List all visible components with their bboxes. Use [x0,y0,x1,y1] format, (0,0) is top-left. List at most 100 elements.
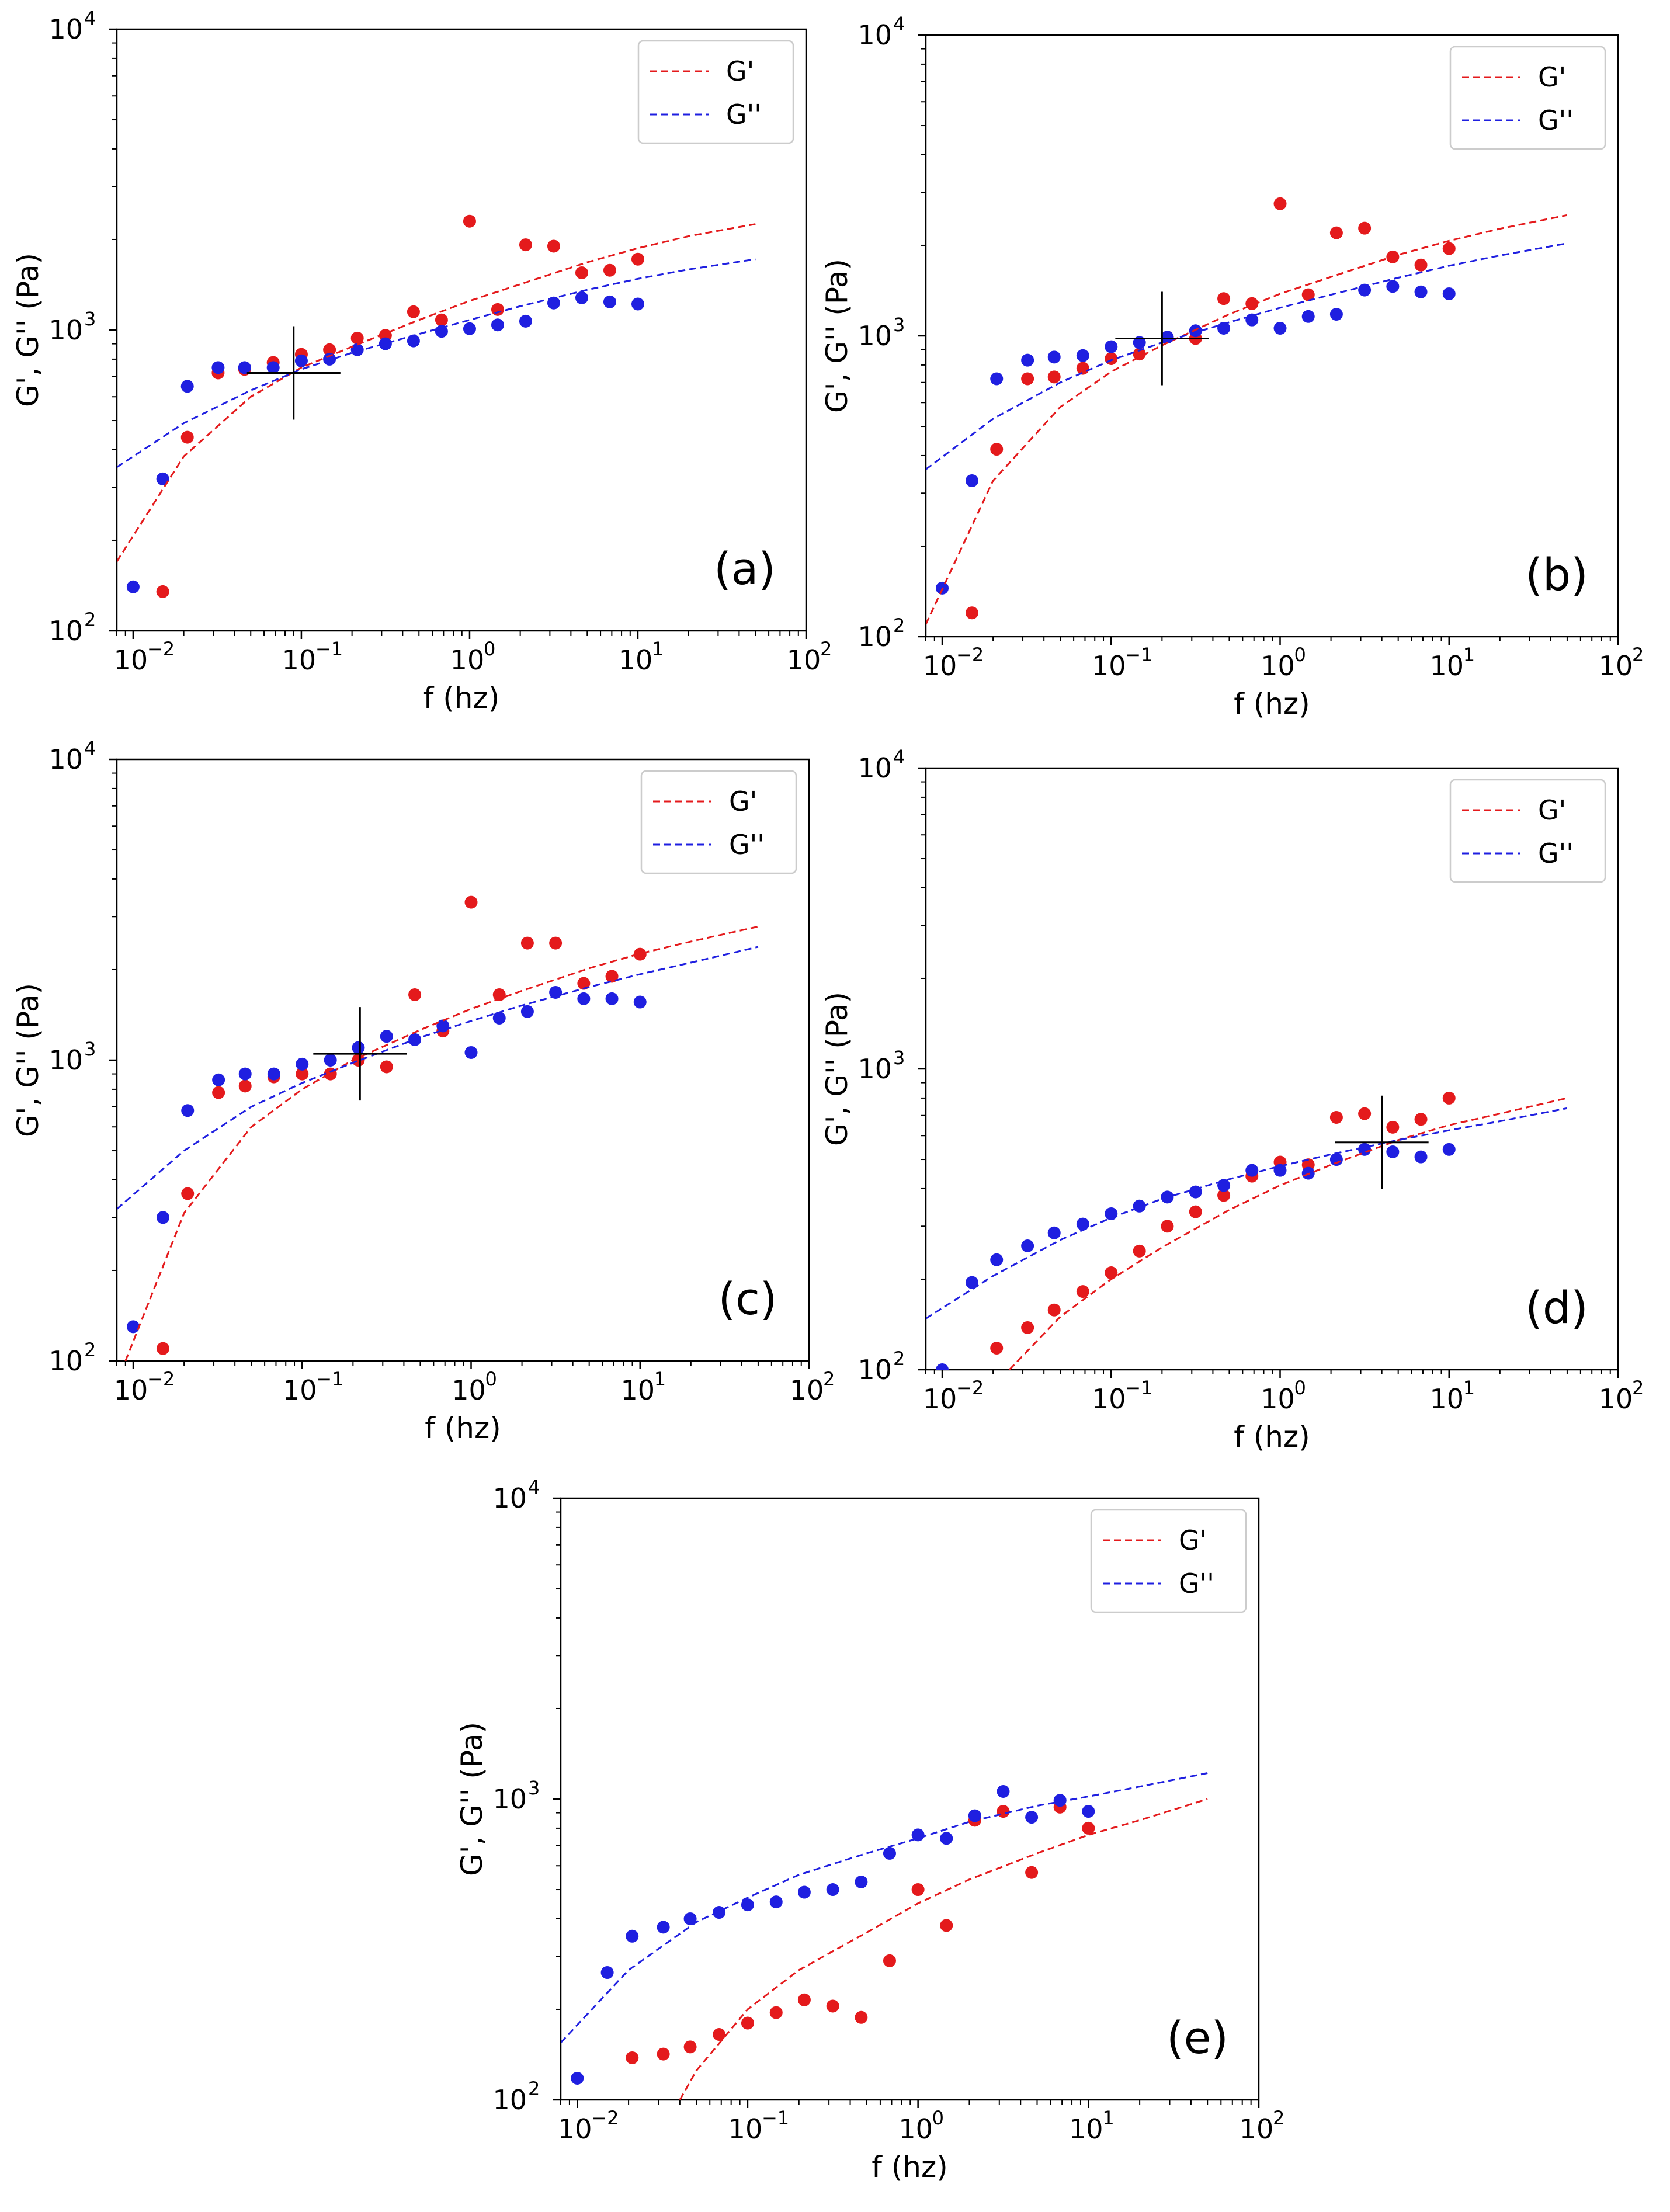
y-tick-label: 10 [857,621,892,652]
g-double-prime-point [520,1005,534,1018]
g-double-prime-point [1329,307,1343,321]
g-double-prime-point [571,2071,584,2085]
y-tick-label: 10 [492,2084,527,2116]
x-tick-exponent: −2 [591,2107,619,2129]
legend-g-double-prime-label: G'' [729,829,765,860]
g-double-prime-point [1021,1239,1034,1253]
plot-area [926,197,1568,625]
g-prime-point [575,266,588,279]
g-prime-point [156,585,169,598]
g-double-prime-point [605,992,619,1005]
x-tick-exponent: −2 [147,638,175,660]
g-prime-point [577,977,591,990]
g-prime-point [883,1954,896,1967]
g-prime-point [633,947,647,961]
y-axis-label: G', G'' (Pa) [820,259,854,413]
y-tick-label: 10 [492,1783,527,1815]
g-double-prime-point [156,1211,169,1224]
y-tick-label: 10 [48,13,83,45]
g-double-prime-point [940,1832,953,1845]
g-double-prime-point [1047,1226,1061,1239]
x-tick-label: 10 [1261,1383,1295,1415]
g-double-prime-point [407,334,420,348]
g-double-prime-point [713,1906,726,1919]
g-prime-point [605,970,619,983]
g-double-prime-point [1105,340,1118,353]
g-prime-point [1025,1866,1039,1879]
g-double-prime-point [1245,1164,1259,1177]
panel-label: (e) [1166,2012,1228,2064]
plot-area [117,895,759,1361]
x-tick-label: 10 [452,1374,486,1406]
legend: G' G'' [640,770,797,874]
x-tick-label: 10 [1069,2113,1103,2145]
x-tick-label: 10 [1429,1383,1464,1415]
y-tick-exponent: 2 [893,1348,905,1370]
g-double-prime-point [741,1898,754,1912]
x-tick-label: 10 [558,2113,592,2145]
x-tick-exponent: 2 [1632,644,1644,666]
x-tick-exponent: −1 [1125,1377,1152,1399]
g-double-prime-point [1442,1143,1456,1156]
legend-box [1449,46,1606,150]
x-tick-label: 10 [1261,650,1295,682]
g-double-prime-point [603,295,616,308]
g-double-prime-point [156,472,169,485]
g-prime-fit-line [926,214,1568,625]
g-prime-point [1273,197,1287,210]
g-double-prime-point [1414,285,1428,298]
g-double-prime-point [350,343,364,356]
g-double-prime-point [600,1966,614,1980]
g-double-prime-fit-line [561,1772,1208,2044]
g-double-prime-point [519,314,532,328]
g-double-prime-point [1442,287,1456,300]
g-prime-point [520,936,534,950]
x-tick-label: 10 [282,644,317,676]
g-prime-point [940,1919,953,1932]
g-double-prime-point [266,361,280,374]
x-tick-exponent: −2 [956,644,984,666]
g-prime-point [408,988,422,1001]
g-double-prime-point [296,1057,309,1071]
g-double-prime-point [436,1019,450,1033]
g-prime-point [631,252,644,266]
legend-g-prime-label: G' [1179,1525,1207,1556]
g-double-prime-fit-line [926,1107,1568,1319]
g-prime-point [1076,362,1089,375]
g-prime-point [1133,1244,1146,1258]
x-tick-exponent: −1 [1125,644,1152,666]
g-double-prime-point [769,1895,783,1909]
legend-box [1090,1509,1247,1613]
g-double-prime-point [547,296,560,310]
legend: G' G'' [1449,779,1606,883]
x-tick-label: 10 [1599,650,1633,682]
g-prime-point [1021,372,1034,386]
plot-area [926,1091,1568,1370]
y-tick-label: 10 [48,615,83,647]
g-prime-point [741,2016,754,2030]
g-prime-fit-line [117,223,756,562]
g-prime-point [990,1341,1004,1355]
g-double-prime-point [1386,1145,1400,1158]
legend: G' G'' [637,40,794,144]
g-prime-point [180,430,194,444]
x-tick-exponent: 0 [1294,644,1306,666]
g-prime-point [683,2040,697,2054]
g-double-prime-point [855,1875,868,1888]
g-double-prime-point [1386,280,1400,293]
legend-box [1449,779,1606,883]
g-prime-point [1021,1321,1034,1334]
x-tick-label: 10 [1092,650,1126,682]
g-double-prime-point [1358,283,1372,297]
g-prime-point [491,303,504,316]
y-tick-label: 10 [857,1354,892,1385]
g-double-prime-point [1076,349,1089,362]
x-tick-label: 10 [450,644,485,676]
x-tick-exponent: −1 [762,2107,789,2129]
y-tick-exponent: 4 [893,13,905,35]
g-double-prime-point [1217,321,1231,335]
x-tick-exponent: 0 [485,1368,497,1390]
y-tick-exponent: 4 [528,1476,540,1498]
g-prime-point [965,606,978,620]
